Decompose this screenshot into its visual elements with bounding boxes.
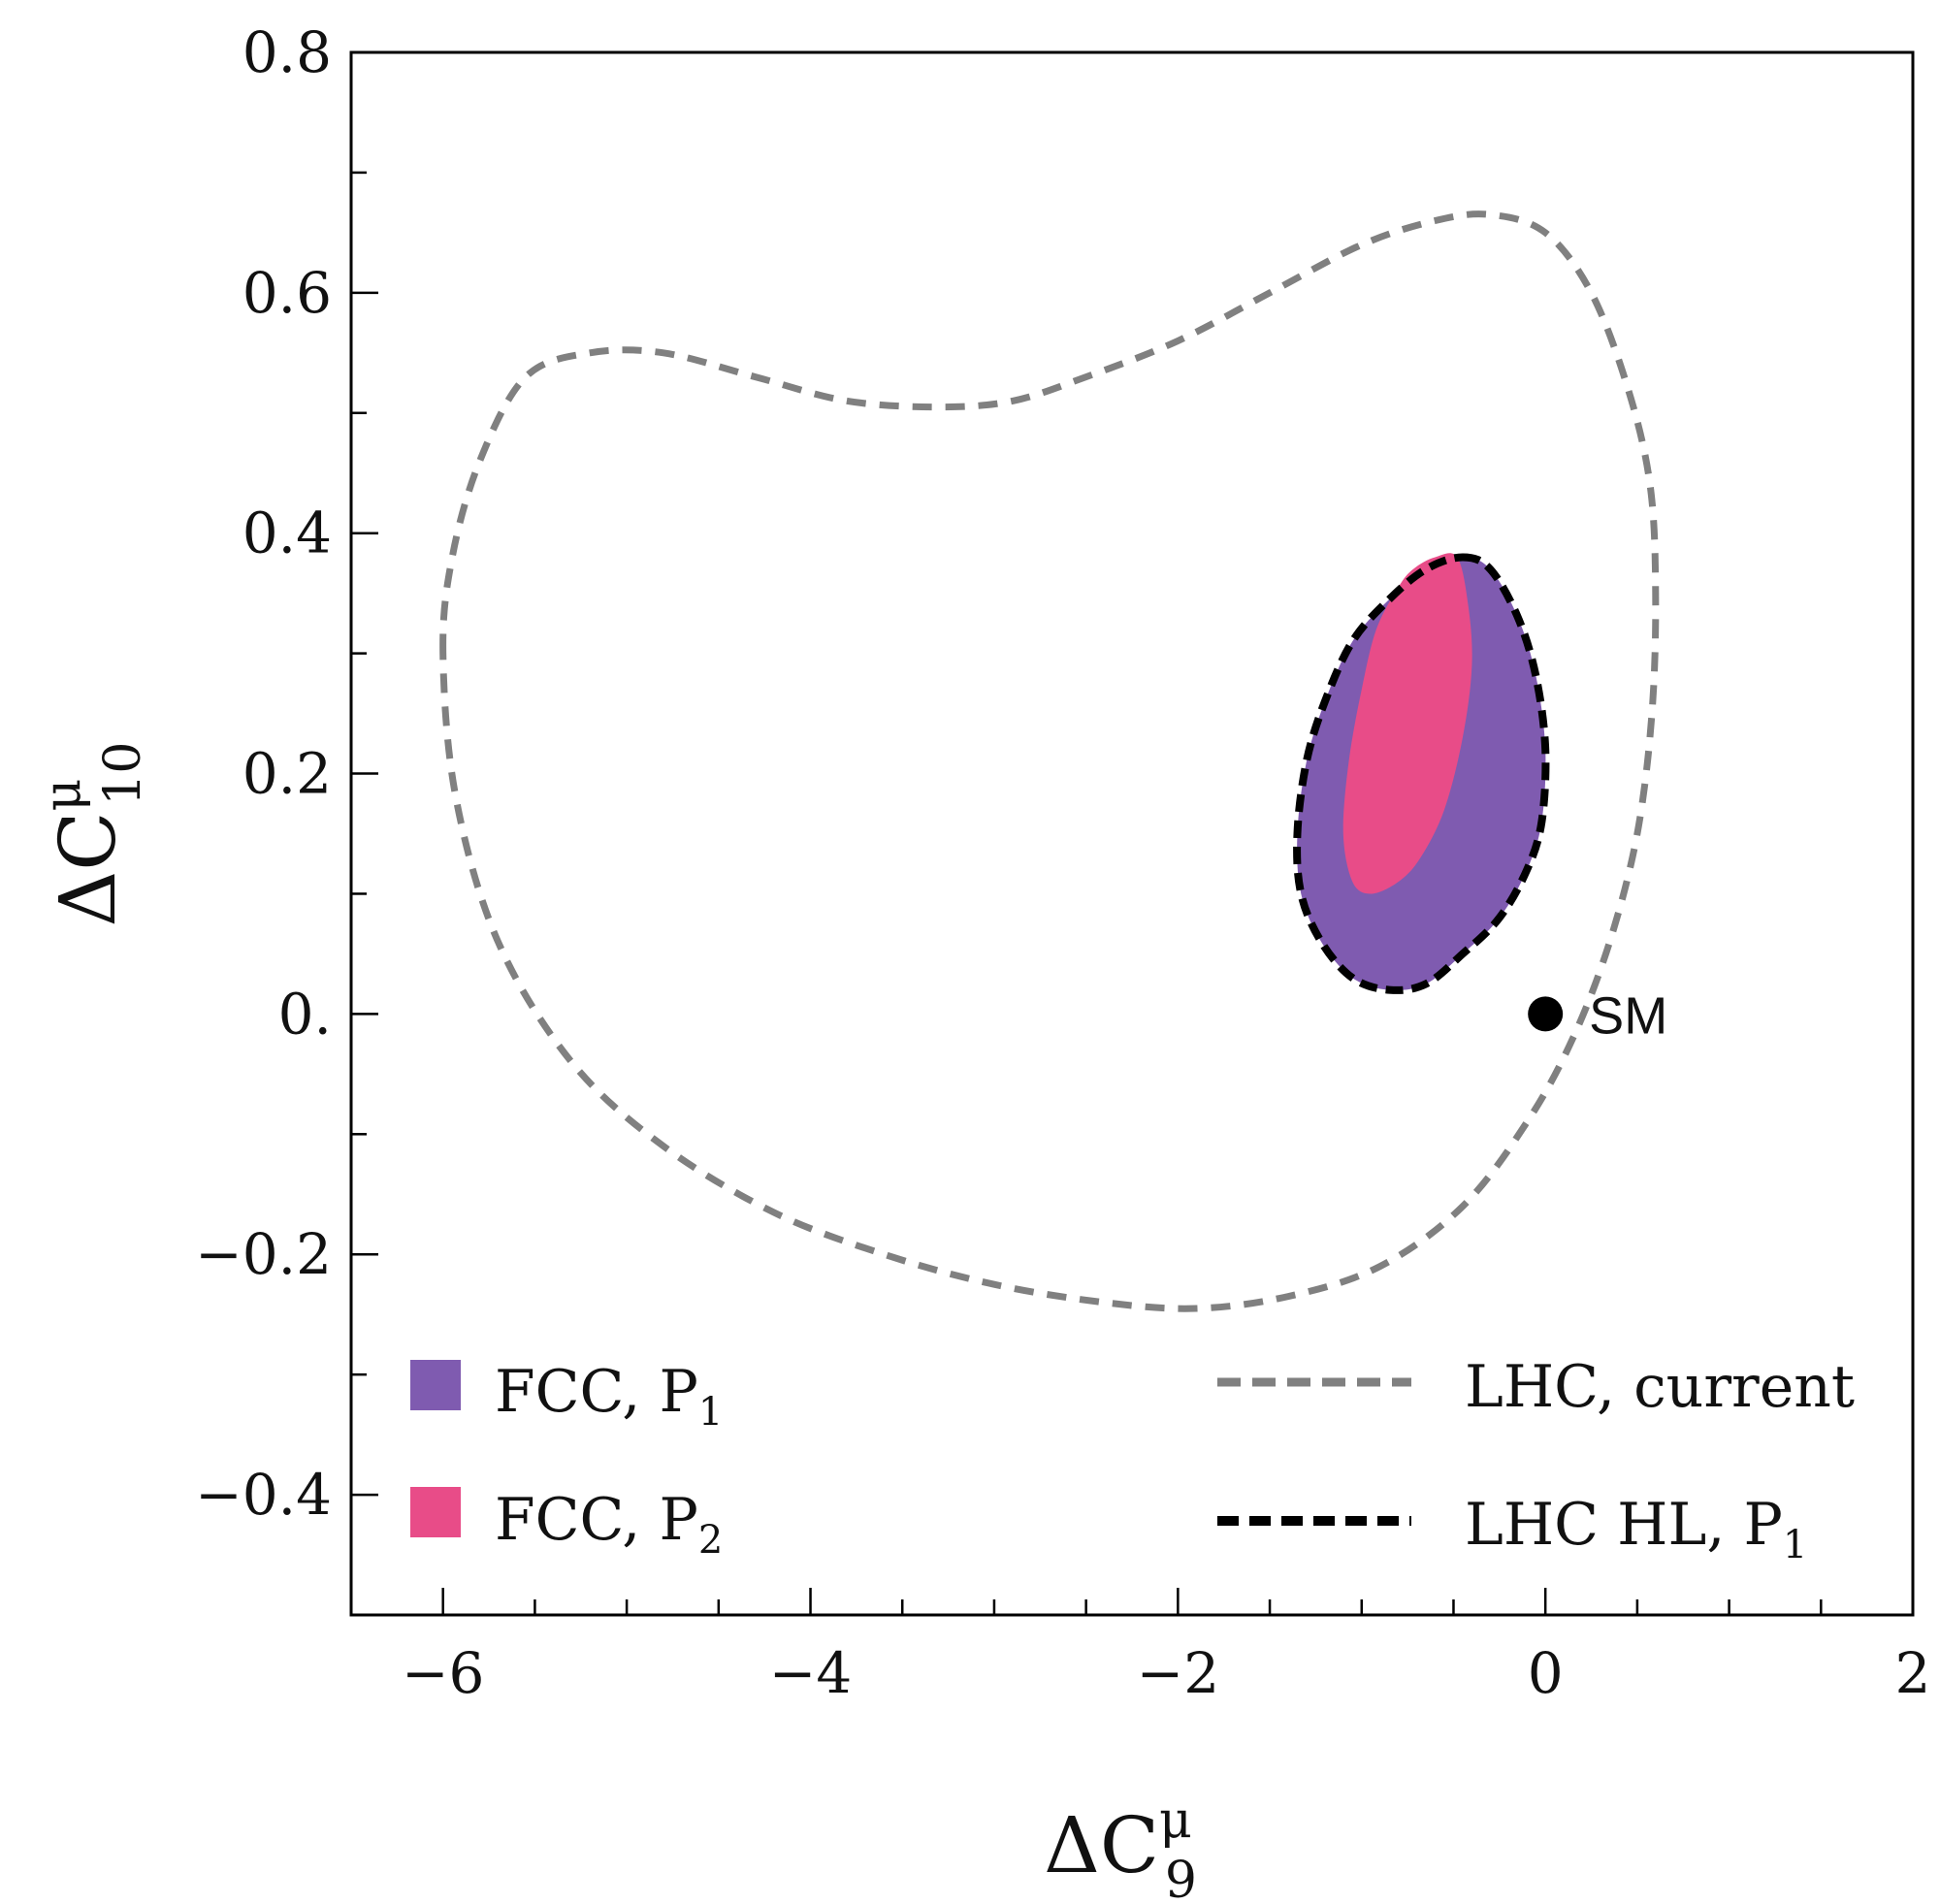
y-tick-label: 0. <box>278 981 332 1047</box>
y-tick-label: 0.4 <box>242 500 332 566</box>
y-tick-label: 0.6 <box>242 260 332 326</box>
sm-point-marker <box>1528 996 1564 1032</box>
y-tick-label: 0.8 <box>242 19 332 85</box>
y-axis-title-sup: μ <box>34 779 92 812</box>
x-tick-label: −2 <box>1137 1640 1220 1706</box>
x-axis-title-main: ΔC <box>1044 1800 1159 1890</box>
x-tick-label: −6 <box>402 1640 485 1706</box>
x-axis-ticks: −6 −4 −2 0 2 <box>402 1588 1930 1706</box>
x-axis-title-sup: μ <box>1159 1791 1192 1850</box>
contour-lhc-current <box>439 210 1660 1312</box>
x-tick-label: 0 <box>1528 1640 1564 1706</box>
contour-curves <box>439 210 1660 1312</box>
plot-frame <box>349 50 1915 1617</box>
legend-label-fcc-p2: FCC, P2 <box>495 1486 723 1563</box>
y-tick-label: −0.4 <box>195 1462 332 1528</box>
region-fcc-p2 <box>1342 553 1472 894</box>
legend-swatch-fcc-p2 <box>410 1487 461 1537</box>
contour-regions <box>1297 553 1546 990</box>
contour-lhc-hl-p1 <box>1293 553 1550 994</box>
legend-label-fcc-p1: FCC, P1 <box>495 1358 723 1435</box>
y-axis-title-sub: 10 <box>94 742 152 806</box>
y-tick-label: 0.2 <box>242 741 332 807</box>
x-axis-title: ΔCμ 9 <box>1044 1791 1197 1904</box>
x-tick-label: −4 <box>769 1640 853 1706</box>
markers: SM <box>1528 986 1667 1045</box>
legend-swatch-fcc-p1 <box>410 1360 461 1410</box>
legend-label-lhc-current: LHC, current <box>1465 1353 1855 1421</box>
y-axis-title: ΔCμ10 <box>34 742 152 927</box>
x-axis-title-sub: 9 <box>1165 1852 1197 1904</box>
x-tick-label: 2 <box>1895 1640 1931 1706</box>
legend: FCC, P1 FCC, P2 LHC, current LHC HL, P1 <box>410 1353 1855 1567</box>
y-axis-title-main: ΔC <box>43 811 133 926</box>
legend-label-lhc-hl-p1: LHC HL, P1 <box>1465 1491 1807 1567</box>
y-tick-label: −0.2 <box>195 1221 332 1287</box>
sm-label: SM <box>1589 986 1667 1045</box>
y-axis-ticks: −0.4 −0.2 0. 0.2 0.4 0.6 0.8 <box>195 19 378 1617</box>
